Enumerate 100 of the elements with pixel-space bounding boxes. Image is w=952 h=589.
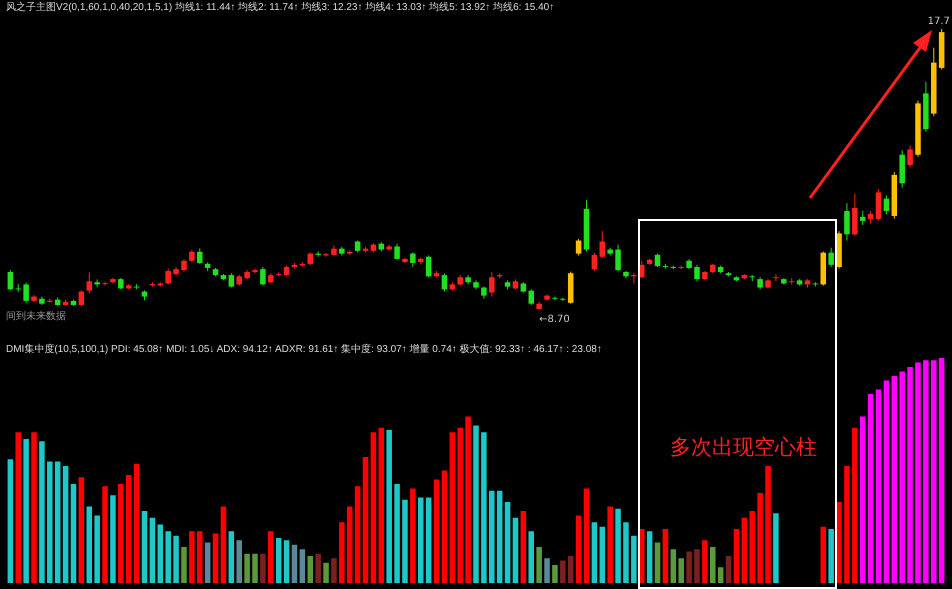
candlestick — [78, 290, 84, 306]
bar — [102, 486, 108, 583]
bar — [252, 554, 258, 583]
bar — [686, 552, 692, 583]
candlestick — [702, 270, 708, 281]
candlestick — [481, 286, 487, 300]
bar — [584, 488, 590, 583]
bar — [718, 567, 724, 583]
bar — [450, 432, 456, 583]
candlestick — [118, 277, 124, 290]
bar — [339, 522, 345, 583]
bar — [820, 526, 826, 583]
bar — [8, 459, 14, 583]
bar — [734, 529, 740, 583]
candlestick — [528, 288, 534, 306]
bar — [631, 536, 637, 583]
bar — [757, 493, 763, 583]
bar — [197, 531, 203, 583]
bar — [54, 462, 60, 583]
bar — [173, 536, 179, 583]
candlestick — [654, 253, 660, 268]
bar — [426, 498, 432, 583]
bar — [62, 466, 68, 583]
bar — [23, 439, 29, 583]
candlestick — [165, 268, 171, 285]
bar — [876, 390, 882, 583]
candlestick — [23, 282, 29, 304]
bar — [134, 464, 140, 583]
bar — [394, 484, 400, 583]
bar — [528, 531, 534, 583]
bar — [860, 416, 866, 583]
candlestick — [504, 280, 510, 290]
bar — [884, 380, 890, 583]
chart-title: DMI集中度(10,5,100,1) PDI: 45.08↑ MDI: 1.05↓ ADX: 94.12↑ ADXR: 91.61↑ 集中度: 93.07↑ 增量 0.74↑ 极大值: 92.33↑ : 46.17↑ : 23.08↑ — [6, 343, 602, 355]
bar — [323, 562, 329, 583]
bar — [662, 529, 668, 583]
bar — [892, 376, 898, 583]
candlestick — [15, 284, 21, 292]
bar — [204, 542, 210, 583]
bar — [284, 540, 290, 583]
bar — [15, 432, 21, 583]
bar — [465, 416, 471, 583]
bar — [268, 531, 274, 583]
candlestick — [844, 202, 850, 242]
bar — [670, 549, 676, 583]
bar — [189, 531, 195, 583]
bar — [212, 534, 218, 583]
annotation: 17.7 — [928, 16, 950, 27]
candlestick — [520, 282, 526, 294]
bar — [86, 506, 92, 583]
bar — [434, 480, 440, 583]
candlestick — [828, 247, 834, 268]
bar — [907, 367, 913, 583]
candlestick — [181, 258, 187, 272]
bar — [710, 547, 716, 583]
bar — [220, 506, 226, 583]
candlestick — [284, 264, 290, 277]
candlestick — [189, 249, 195, 263]
bar — [402, 500, 408, 583]
bar — [899, 372, 905, 583]
bar — [300, 549, 306, 583]
candlestick — [615, 244, 621, 272]
bar — [142, 511, 148, 583]
bar — [496, 490, 502, 583]
annotation: 多次出现空心柱 — [670, 435, 817, 459]
bar — [828, 529, 834, 583]
bar — [150, 518, 156, 583]
bar — [126, 475, 132, 583]
candlestick — [8, 270, 14, 291]
bar — [362, 457, 368, 583]
bar — [938, 358, 944, 583]
bar — [536, 547, 542, 583]
bar — [646, 531, 652, 583]
bar — [552, 565, 558, 583]
bar — [78, 477, 84, 583]
bar — [165, 531, 171, 583]
candlestick — [86, 272, 92, 294]
candlestick — [694, 264, 700, 282]
bar — [576, 516, 582, 583]
bar — [600, 526, 606, 583]
candlestick — [907, 145, 913, 168]
bar — [852, 428, 858, 583]
candlestick — [884, 194, 890, 215]
bar — [331, 558, 337, 583]
candlestick — [268, 272, 274, 284]
candlestick — [457, 274, 463, 286]
bar — [654, 542, 660, 583]
candlestick — [757, 276, 763, 290]
bar — [512, 518, 518, 583]
bar — [181, 547, 187, 583]
bar — [457, 428, 463, 583]
bar — [560, 560, 566, 583]
bar — [742, 518, 748, 583]
bar — [504, 502, 510, 583]
bar — [520, 511, 526, 583]
bar — [678, 558, 684, 583]
bar — [481, 432, 487, 583]
bar — [694, 549, 700, 583]
bar — [765, 466, 771, 583]
bar — [260, 554, 266, 583]
